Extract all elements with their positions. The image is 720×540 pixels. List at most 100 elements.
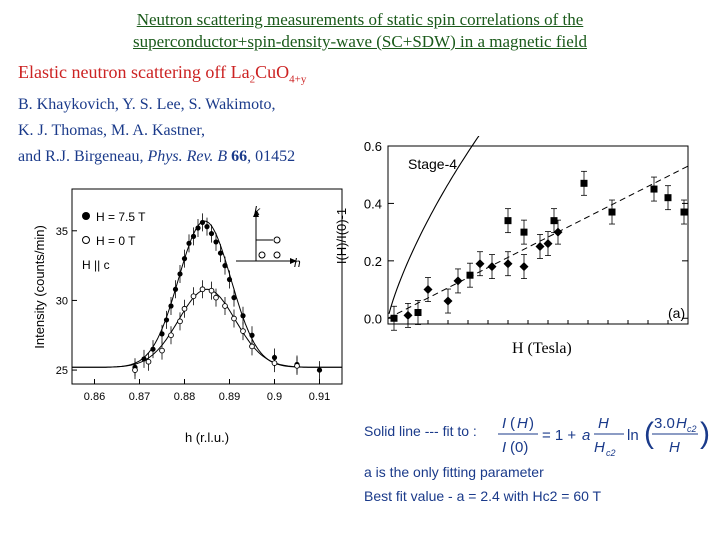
right-label-stage: Stage-4 bbox=[408, 156, 457, 172]
data-point-high bbox=[316, 367, 323, 373]
data-point-zero bbox=[240, 328, 246, 334]
data-point-zero bbox=[181, 305, 188, 312]
left-ytick-label: 30 bbox=[56, 295, 68, 307]
svg-text:a: a bbox=[582, 427, 590, 444]
authors-line3: and R.J. Birgeneau, Phys. Rev. B 66, 014… bbox=[18, 148, 295, 166]
right-label-panel: (a) bbox=[668, 305, 685, 321]
authors-line3-pre: and R.J. Birgeneau, bbox=[18, 148, 144, 165]
data-point-zero bbox=[213, 294, 219, 301]
data-point-zero bbox=[222, 303, 228, 309]
left-ylabel: Intensity (counts/min) bbox=[32, 225, 47, 349]
data-point-diamond bbox=[503, 259, 513, 269]
data-point-zero bbox=[132, 367, 138, 373]
data-point-diamond bbox=[535, 241, 545, 251]
data-point-high bbox=[163, 317, 170, 323]
data-point-high bbox=[150, 346, 156, 352]
data-point-high bbox=[240, 313, 246, 319]
data-point-high bbox=[195, 225, 201, 231]
left-xtick-label: 0.87 bbox=[129, 391, 150, 403]
data-point-zero bbox=[271, 360, 278, 366]
svg-text:3.0: 3.0 bbox=[654, 415, 675, 432]
data-point-high bbox=[222, 263, 228, 269]
data-point-zero bbox=[208, 287, 215, 294]
data-point-square bbox=[466, 271, 474, 279]
data-point-zero bbox=[249, 343, 255, 350]
inset-k-label: k bbox=[254, 204, 261, 218]
fit-curve bbox=[388, 136, 480, 314]
left-xtick-label: 0.9 bbox=[267, 391, 282, 403]
left-xtick-label: 0.88 bbox=[174, 391, 195, 403]
data-point-high bbox=[177, 271, 183, 277]
svg-text:c2: c2 bbox=[687, 424, 697, 434]
right-chart: 0.0 0.2 0.4 0.6 Stage-4 (a) I(H)/I(0)-1 bbox=[334, 136, 689, 331]
svg-text:H: H bbox=[598, 415, 609, 432]
svg-text:(0): (0) bbox=[510, 439, 528, 456]
data-point-high bbox=[168, 303, 174, 309]
svg-text:H: H bbox=[669, 439, 680, 456]
left-xlabel: h (r.l.u.) bbox=[185, 430, 229, 445]
subtitle-mid: CuO bbox=[255, 62, 290, 82]
data-point-high bbox=[208, 230, 215, 237]
left-xtick-label: 0.91 bbox=[309, 391, 330, 403]
data-point-high bbox=[231, 295, 237, 301]
legend-marker-filled bbox=[82, 212, 90, 220]
data-point-high bbox=[190, 233, 197, 239]
data-point-square bbox=[580, 179, 588, 187]
right-ytick-label: 0.0 bbox=[364, 311, 382, 326]
right-ytick-label: 0.2 bbox=[364, 254, 382, 269]
inset-h-label: h bbox=[294, 256, 301, 270]
subtitle: Elastic neutron scattering off La2CuO4+y bbox=[18, 62, 306, 86]
svg-text:(: ( bbox=[510, 415, 515, 432]
right-ylabel: I(H)/I(0)-1 bbox=[334, 208, 349, 264]
linear-guide bbox=[387, 165, 689, 319]
authors-journal: Phys. Rev. B bbox=[147, 148, 228, 165]
data-point-diamond bbox=[519, 262, 529, 272]
data-point-square bbox=[650, 185, 658, 193]
left-xtick-label: 0.86 bbox=[84, 391, 105, 403]
data-point-zero bbox=[177, 318, 183, 325]
data-point-high bbox=[213, 239, 219, 245]
authors-line1: B. Khaykovich, Y. S. Lee, S. Wakimoto, bbox=[18, 96, 276, 113]
right-ytick-label: 0.4 bbox=[364, 196, 382, 211]
best-fit-text: Best fit value - a = 2.4 with Hc2 = 60 T bbox=[364, 488, 602, 504]
subtitle-sub2: 4+y bbox=[289, 73, 307, 86]
data-point-high bbox=[172, 286, 179, 292]
left-xtick-label: 0.89 bbox=[219, 391, 240, 403]
data-point-diamond bbox=[487, 262, 497, 272]
legend-orient: H || c bbox=[82, 258, 110, 272]
data-point-square bbox=[414, 309, 422, 317]
data-point-square bbox=[504, 217, 512, 225]
svg-text:): ) bbox=[529, 415, 534, 432]
data-point-square bbox=[550, 217, 558, 225]
svg-text:H: H bbox=[676, 415, 687, 432]
left-ytick-label: 35 bbox=[56, 226, 68, 238]
data-point-high bbox=[199, 219, 206, 226]
inset-dot bbox=[273, 236, 281, 244]
subtitle-sub1: 2 bbox=[249, 73, 256, 86]
data-point-high bbox=[204, 224, 210, 230]
data-point-square bbox=[520, 228, 528, 236]
data-point-diamond bbox=[423, 285, 433, 295]
right-ytick-label: 0.6 bbox=[364, 139, 382, 154]
legend-zero: H = 0 T bbox=[96, 234, 136, 248]
data-point-diamond bbox=[475, 259, 485, 269]
data-point-square bbox=[608, 208, 616, 216]
data-point-diamond bbox=[443, 296, 453, 306]
data-point-zero bbox=[145, 358, 152, 365]
legend-high: H = 7.5 T bbox=[96, 210, 146, 224]
data-point-zero bbox=[199, 286, 206, 293]
inset-dot bbox=[273, 251, 281, 259]
data-point-diamond bbox=[553, 227, 563, 237]
svg-text:I: I bbox=[502, 415, 506, 432]
data-point-diamond bbox=[543, 239, 553, 249]
page-title-line2: superconductor+spin-density-wave (SC+SDW… bbox=[133, 32, 587, 51]
left-ytick-label: 25 bbox=[56, 365, 68, 377]
svg-text:H: H bbox=[594, 439, 605, 456]
page-title-line1: Neutron scattering measurements of stati… bbox=[136, 10, 584, 29]
fit-label: Solid line --- fit to : bbox=[364, 423, 477, 439]
param-text: a is the only fitting parameter bbox=[364, 464, 544, 480]
data-point-zero bbox=[231, 315, 237, 322]
data-point-zero bbox=[159, 347, 165, 354]
